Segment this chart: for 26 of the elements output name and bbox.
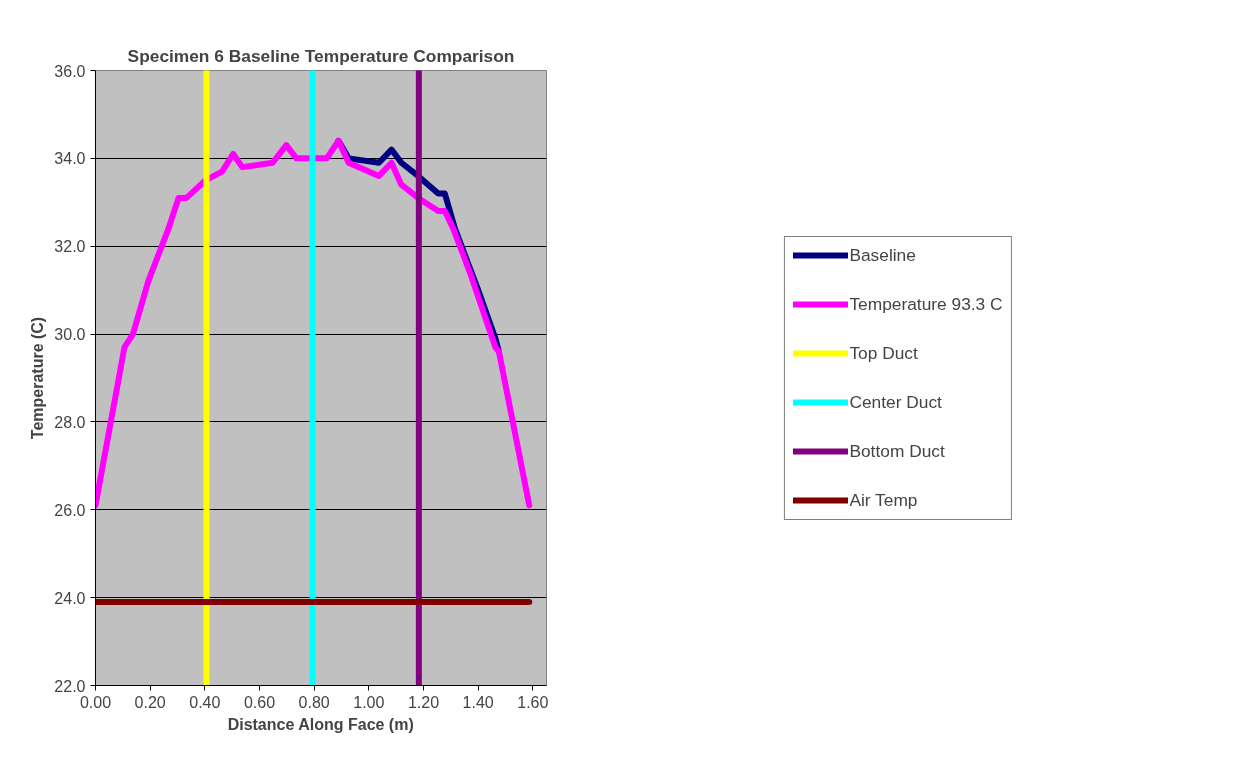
y-axis-title: Temperature (C) <box>29 316 47 440</box>
legend-label: Top Duct <box>849 342 918 364</box>
y-tick-label: 32.0 <box>54 238 86 256</box>
y-tick-label: 26.0 <box>54 501 86 519</box>
x-axis-title: Distance Along Face (m) <box>227 715 414 733</box>
x-tick-label: 0.00 <box>79 693 112 711</box>
legend-label: Bottom Duct <box>849 440 945 462</box>
y-tick-label: 36.0 <box>54 62 86 80</box>
legend-label: Center Duct <box>849 391 942 413</box>
x-tick-label: 0.20 <box>134 693 166 711</box>
y-tick-label: 24.0 <box>54 589 86 607</box>
y-tick-label: 22.0 <box>54 677 86 695</box>
x-tick-label: 0.60 <box>243 693 276 711</box>
x-tick-label: 1.00 <box>353 693 385 711</box>
legend-label: Baseline <box>849 244 916 266</box>
y-tick-label: 30.0 <box>54 326 86 344</box>
x-tick-label: 1.40 <box>462 693 494 711</box>
y-tick-label: 34.0 <box>54 150 86 168</box>
legend-label: Temperature 93.3 C <box>849 293 1003 315</box>
y-tick-label: 28.0 <box>54 413 86 431</box>
x-tick-label: 1.20 <box>407 693 440 711</box>
x-tick-label: 0.40 <box>189 693 221 711</box>
x-tick-label: 0.80 <box>298 693 330 711</box>
x-tick-label: 1.60 <box>517 693 549 711</box>
legend-label: Air Temp <box>849 489 918 511</box>
chart-title: Specimen 6 Baseline Temperature Comparison <box>127 45 515 66</box>
